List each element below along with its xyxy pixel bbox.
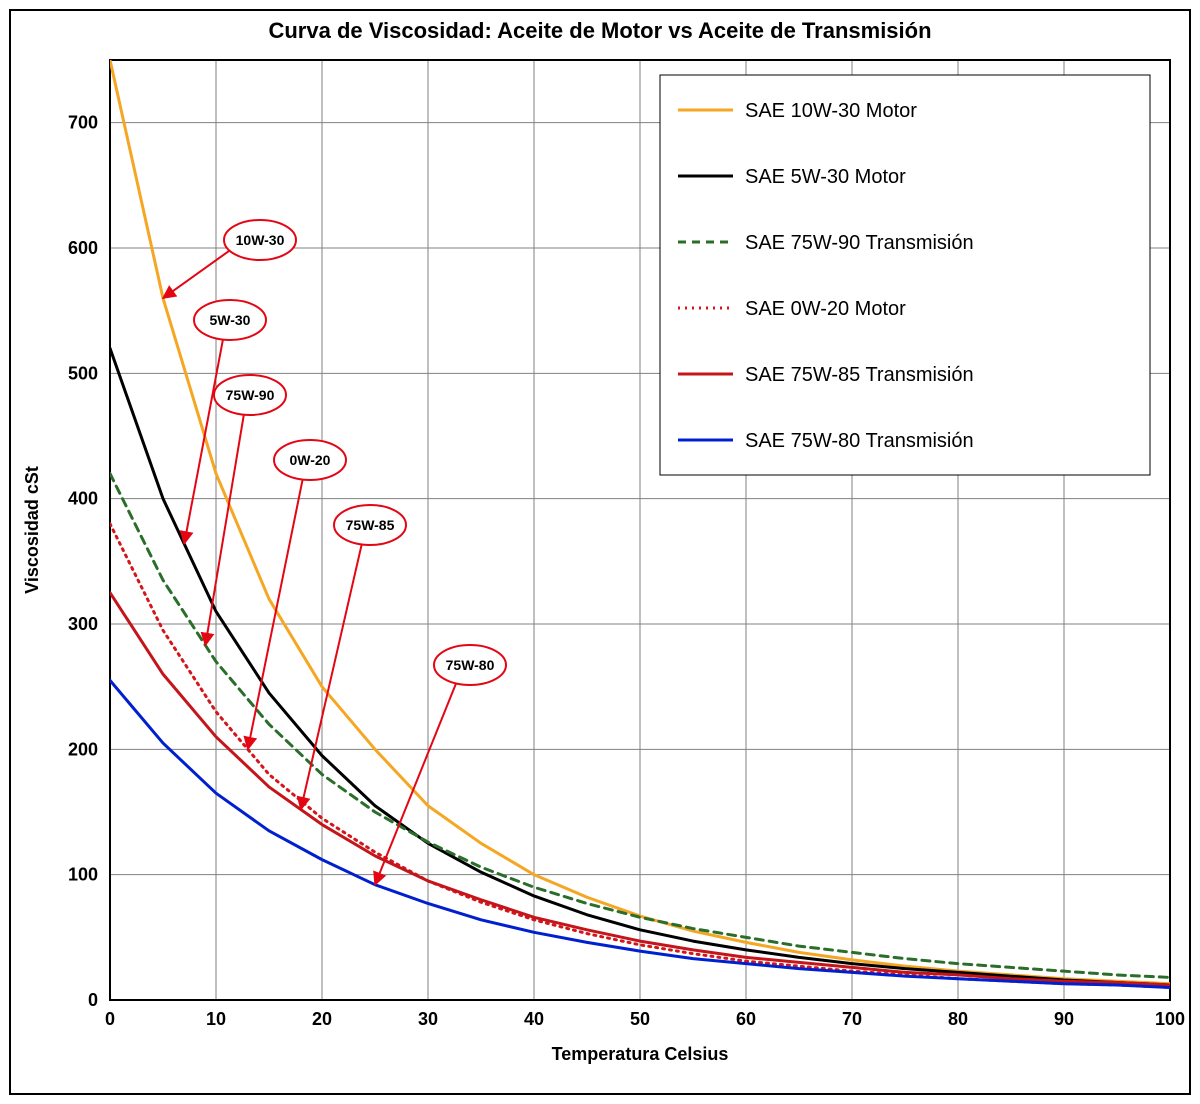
y-tick-label: 500 <box>68 363 98 383</box>
legend-label: SAE 75W-85 Transmisión <box>745 364 974 386</box>
chart-container: Curva de Viscosidad: Aceite de Motor vs … <box>0 0 1200 1104</box>
y-tick-label: 600 <box>68 238 98 258</box>
x-axis-label: Temperatura Celsius <box>552 1044 729 1064</box>
x-tick-label: 60 <box>736 1009 756 1029</box>
y-axis-label: Viscosidad cSt <box>22 466 42 594</box>
legend-label: SAE 75W-90 Transmisión <box>745 232 974 254</box>
y-tick-label: 700 <box>68 113 98 133</box>
legend-label: SAE 75W-80 Transmisión <box>745 430 974 452</box>
y-tick-label: 100 <box>68 865 98 885</box>
y-tick-label: 0 <box>88 990 98 1010</box>
x-tick-label: 10 <box>206 1009 226 1029</box>
viscosity-chart: Curva de Viscosidad: Aceite de Motor vs … <box>0 0 1200 1104</box>
callout-label: 75W-90 <box>226 387 275 403</box>
callout-label: 75W-80 <box>446 657 495 673</box>
y-tick-label: 300 <box>68 614 98 634</box>
x-tick-label: 40 <box>524 1009 544 1029</box>
callout-label: 5W-30 <box>210 312 251 328</box>
x-tick-label: 0 <box>105 1009 115 1029</box>
callout-label: 10W-30 <box>236 232 285 248</box>
callout-label: 0W-20 <box>290 452 331 468</box>
legend-label: SAE 5W-30 Motor <box>745 166 906 188</box>
x-tick-label: 50 <box>630 1009 650 1029</box>
legend-label: SAE 0W-20 Motor <box>745 298 906 320</box>
x-tick-label: 70 <box>842 1009 862 1029</box>
x-tick-label: 80 <box>948 1009 968 1029</box>
x-tick-label: 30 <box>418 1009 438 1029</box>
x-tick-label: 90 <box>1054 1009 1074 1029</box>
callout-label: 75W-85 <box>346 517 395 533</box>
legend-label: SAE 10W-30 Motor <box>745 100 917 122</box>
y-tick-label: 400 <box>68 489 98 509</box>
y-tick-label: 200 <box>68 739 98 759</box>
x-tick-label: 100 <box>1155 1009 1185 1029</box>
legend-box <box>660 75 1150 475</box>
chart-title: Curva de Viscosidad: Aceite de Motor vs … <box>268 18 931 43</box>
x-tick-label: 20 <box>312 1009 332 1029</box>
